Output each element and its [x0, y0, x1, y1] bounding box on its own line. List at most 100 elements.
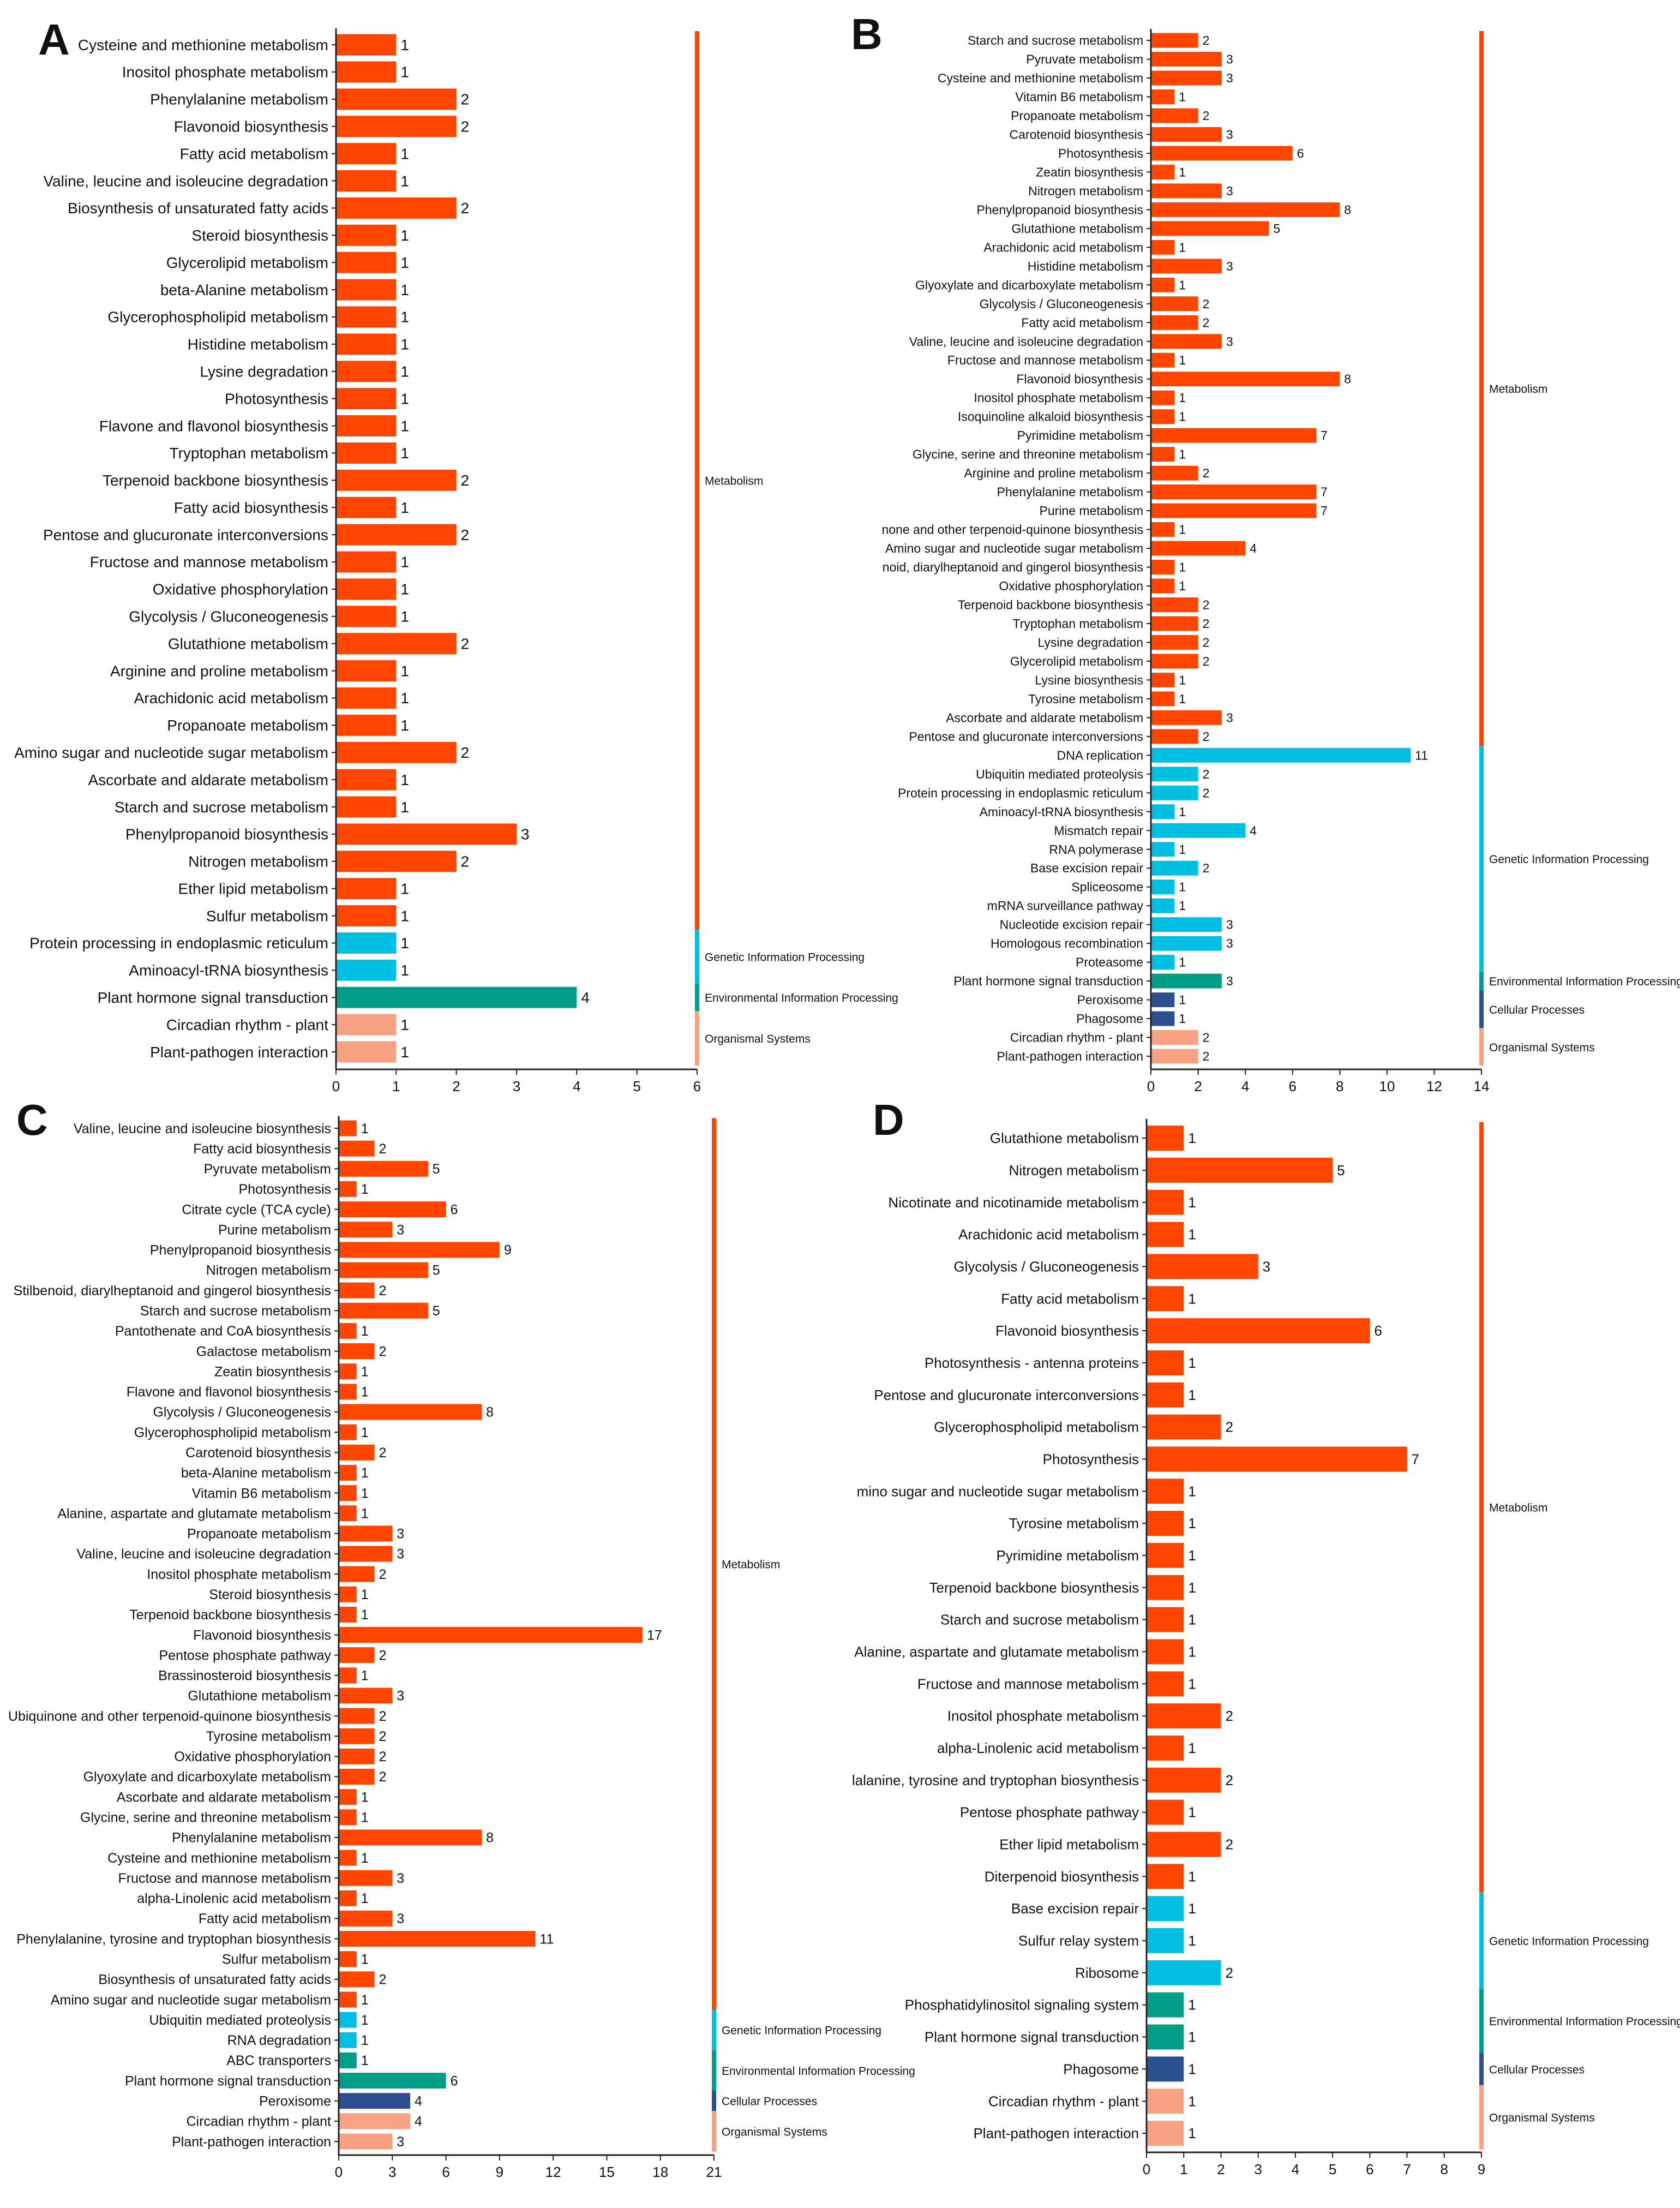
bar — [336, 741, 457, 763]
bar — [1151, 1049, 1198, 1064]
bar-value-label: 1 — [361, 1506, 369, 1521]
category-label: Biosynthesis of unsaturated fatty acids — [98, 1972, 331, 1988]
category-label: Inositol phosphate metabolism — [147, 1567, 331, 1582]
bar — [339, 1302, 428, 1319]
bar-value-label: 2 — [1203, 315, 1210, 330]
bar — [1147, 1446, 1407, 1472]
category-label: Phenylpropanoid biosynthesis — [150, 1243, 331, 1258]
x-tick-label: 3 — [1254, 2161, 1262, 2177]
bar-value-label: 2 — [461, 526, 470, 543]
bar-value-label: 1 — [400, 962, 409, 979]
x-tick-label: 1 — [392, 1078, 400, 1094]
category-label: Pyrimidine metabolism — [996, 1547, 1139, 1564]
bar-value-label: 2 — [1203, 597, 1210, 612]
bar — [1151, 804, 1175, 819]
bar-value-label: 1 — [361, 1851, 369, 1866]
category-label: Steroid biosynthesis — [209, 1587, 331, 1602]
category-label: Photosynthesis — [225, 390, 328, 407]
bar — [336, 361, 397, 382]
category-label: Pentose and glucuronate interconversions — [43, 526, 328, 543]
category-group-label: Organismal Systems — [722, 2126, 827, 2138]
category-label: Glycerophospholipid metabolism — [107, 309, 328, 326]
bar — [339, 1384, 357, 1400]
bar — [336, 388, 397, 410]
bar-value-label: 1 — [400, 282, 409, 298]
bar-value-label: 1 — [1188, 2029, 1196, 2045]
bar — [339, 1809, 357, 1826]
category-label: Aminoacyl-tRNA biosynthesis — [129, 962, 328, 979]
x-tick-label: 4 — [573, 1078, 580, 1094]
category-label: Protein processing in endoplasmic reticu… — [29, 935, 328, 952]
bar — [339, 1566, 375, 1582]
category-label: Fatty acid metabolism — [1001, 1290, 1139, 1307]
bar — [336, 88, 457, 110]
x-tick-label: 5 — [633, 1078, 640, 1094]
category-label: Brassinosteroid biosynthesis — [158, 1668, 331, 1684]
bar-value-label: 1 — [361, 1121, 369, 1136]
bar — [1147, 1254, 1258, 1279]
bar — [339, 1688, 393, 1704]
bar — [336, 851, 457, 872]
category-label: Arachidonic acid metabolism — [983, 240, 1143, 254]
bar — [1147, 1896, 1184, 1922]
bar-value-label: 1 — [1188, 1579, 1196, 1596]
bar — [1151, 89, 1175, 104]
bar-value-label: 5 — [1337, 1162, 1345, 1178]
category-label: Protein processing in endoplasmic reticu… — [898, 786, 1143, 800]
category-label: RNA degradation — [227, 2033, 331, 2048]
bar — [336, 633, 457, 655]
category-label: Phenylalanine metabolism — [997, 485, 1144, 499]
panel-label: D — [873, 1096, 904, 1144]
category-label: beta-Alanine metabolism — [160, 282, 328, 298]
bar — [339, 1363, 357, 1380]
bar-value-label: 1 — [400, 771, 409, 788]
bar — [1151, 428, 1316, 443]
category-label: Sulfur relay system — [1018, 1932, 1139, 1949]
bar-value-label: 2 — [461, 853, 470, 870]
bar-value-label: 4 — [415, 2093, 422, 2109]
bar — [1147, 2089, 1184, 2114]
bar — [339, 1160, 428, 1177]
bar — [1151, 597, 1198, 612]
bar — [339, 1647, 375, 1664]
bar — [336, 959, 397, 981]
bar — [1151, 259, 1222, 274]
category-label: Nitrogen metabolism — [1009, 1162, 1139, 1178]
bar — [339, 1890, 357, 1906]
bar — [339, 1586, 357, 1602]
bar — [336, 823, 517, 845]
category-label: Glyoxylate and dicarboxylate metabolism — [83, 1769, 331, 1785]
bar-value-label: 1 — [400, 172, 409, 189]
bar-value-label: 2 — [379, 1567, 387, 1582]
category-label: Valine, leucine and isoleucine biosynthe… — [74, 1121, 331, 1136]
bar-value-label: 2 — [461, 200, 470, 217]
bar-value-label: 2 — [1225, 1836, 1233, 1853]
bar — [336, 796, 397, 818]
bar — [336, 714, 397, 736]
category-label: Pentose and glucuronate interconversions — [909, 729, 1143, 744]
category-group-label: Metabolism — [722, 1559, 780, 1571]
category-group-strip — [695, 929, 699, 984]
x-tick-label: 2 — [1217, 2161, 1225, 2177]
bar-value-label: 2 — [1203, 1049, 1210, 1063]
bar — [336, 143, 397, 165]
bar — [1151, 691, 1175, 707]
bar — [336, 116, 457, 137]
bar — [1151, 747, 1411, 763]
bar-value-label: 2 — [379, 1729, 387, 1744]
bar — [1151, 635, 1198, 650]
bar-value-label: 1 — [1188, 1932, 1196, 1949]
bar — [1147, 1703, 1221, 1729]
bar — [339, 1728, 375, 1744]
bar — [339, 1323, 357, 1339]
bar-value-label: 2 — [461, 472, 470, 489]
category-label: Propanoate metabolism — [187, 1527, 331, 1542]
bar — [339, 1343, 375, 1360]
category-label: Pantothenate and CoA biosynthesis — [115, 1324, 331, 1339]
bar — [1147, 1992, 1184, 2018]
bar — [1151, 672, 1175, 687]
bar — [339, 2012, 357, 2028]
category-group-strip — [1479, 1892, 1484, 1989]
bar — [339, 1282, 375, 1299]
category-label: Phagosome — [1076, 1012, 1143, 1026]
